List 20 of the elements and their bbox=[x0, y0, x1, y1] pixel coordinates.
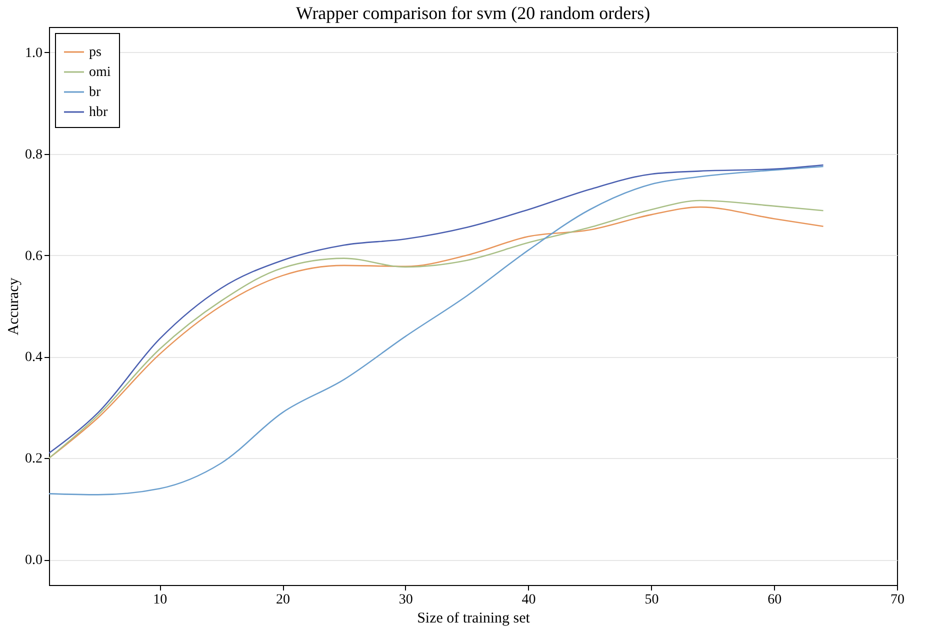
legend-label: ps bbox=[89, 45, 102, 60]
x-tick-label: 20 bbox=[276, 592, 290, 608]
legend-label: hbr bbox=[89, 105, 108, 120]
x-tick-label: 10 bbox=[153, 592, 168, 608]
x-tick-label: 30 bbox=[398, 592, 413, 608]
y-tick-label: 0.2 bbox=[25, 452, 42, 467]
y-axis-title: Accuracy bbox=[6, 277, 22, 336]
x-axis-title: Size of training set bbox=[417, 610, 531, 626]
y-tick-label: 1.0 bbox=[25, 46, 42, 61]
y-tick-label: 0.4 bbox=[25, 350, 42, 366]
y-tick-label: 0.8 bbox=[25, 147, 42, 162]
x-tick-label: 60 bbox=[768, 592, 782, 608]
x-tick-label: 50 bbox=[644, 592, 659, 608]
legend-label: br bbox=[89, 85, 101, 100]
legend-label: omi bbox=[89, 65, 111, 80]
x-tick-label: 40 bbox=[522, 592, 536, 608]
y-tick-label: 0.6 bbox=[25, 248, 42, 264]
x-tick-label: 70 bbox=[890, 592, 904, 608]
chart-title: Wrapper comparison for svm (20 random orders) bbox=[296, 3, 650, 23]
y-tick-label: 0.0 bbox=[25, 553, 42, 568]
